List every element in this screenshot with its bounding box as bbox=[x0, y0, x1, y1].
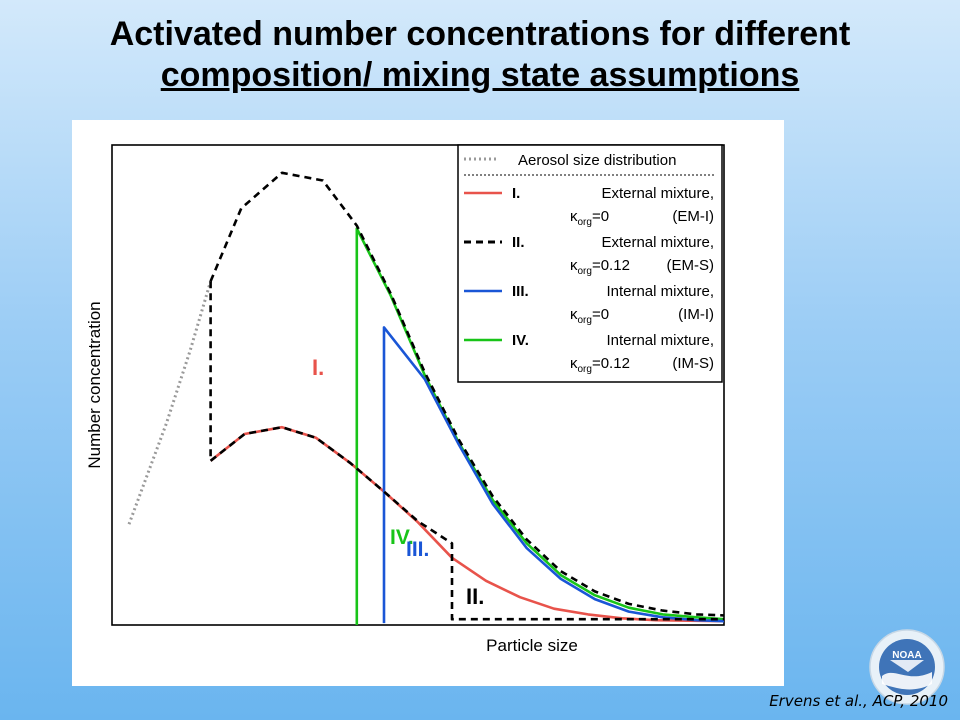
annotation-iii: III. bbox=[406, 538, 429, 561]
legend-line-1: External mixture, bbox=[601, 185, 714, 202]
legend-code: (IM-I) bbox=[678, 306, 714, 323]
noaa-logo: NOAA bbox=[869, 629, 945, 705]
annotation-i: I. bbox=[312, 355, 324, 380]
annotation-ii: II. bbox=[466, 584, 484, 609]
legend-number: I. bbox=[512, 185, 520, 202]
legend-line-1: Internal mixture, bbox=[606, 332, 714, 349]
legend-line-1: External mixture, bbox=[601, 234, 714, 251]
legend-code: (IM-S) bbox=[672, 355, 714, 372]
title-line-1: Activated number concentrations for diff… bbox=[109, 15, 851, 53]
legend-code: (EM-I) bbox=[672, 208, 714, 225]
legend-line-2: κorg=0 bbox=[570, 208, 609, 228]
series-layer bbox=[127, 171, 725, 625]
legend-header: Aerosol size distribution bbox=[518, 152, 676, 169]
annotation-layer: I. IV.III. II. bbox=[312, 355, 484, 609]
series-iv-internal-mixture-org-0-12-im-s bbox=[355, 227, 725, 625]
legend-entry-iv: IV. Internal mixture, κorg=0.12 (IM-S) bbox=[464, 332, 714, 375]
series-ii-external-mixture-org-0-12-em-s bbox=[209, 425, 724, 621]
legend-line-2: κorg=0.12 bbox=[570, 355, 630, 375]
legend-code: (EM-S) bbox=[667, 257, 715, 274]
x-axis-label: Particle size bbox=[486, 636, 578, 655]
legend-box bbox=[457, 144, 723, 383]
series-iii-internal-mixture-org-0-im-i bbox=[382, 326, 725, 624]
title-line-2: composition/ mixing state assumptions bbox=[160, 56, 800, 94]
legend: Aerosol size distribution I. External mixt… bbox=[457, 144, 723, 383]
legend-number: III. bbox=[512, 283, 529, 300]
figure-panel: Number concentration Particle size I. IV.… bbox=[72, 120, 784, 686]
y-axis-label: Number concentration bbox=[85, 301, 104, 468]
legend-line-1: Internal mixture, bbox=[606, 283, 714, 300]
legend-line-2: κorg=0 bbox=[570, 306, 609, 326]
series-aerosol-size-distribution bbox=[127, 280, 213, 525]
legend-entry-ii: II. External mixture, κorg=0.12 (EM-S) bbox=[464, 234, 714, 277]
activation-chart: Number concentration Particle size I. IV.… bbox=[85, 144, 725, 655]
slide-title: Activated number concentrations for diff… bbox=[0, 14, 960, 96]
citation: Ervens et al., ACP, 2010 bbox=[769, 692, 948, 710]
legend-entry-iii: III. Internal mixture, κorg=0 (IM-I) bbox=[464, 283, 714, 326]
legend-number: II. bbox=[512, 234, 525, 251]
noaa-logo-text: NOAA bbox=[892, 650, 921, 661]
legend-entry-i: I. External mixture, κorg=0 (EM-I) bbox=[464, 185, 714, 228]
annotation-iv: IV. bbox=[390, 526, 414, 549]
legend-number: IV. bbox=[512, 332, 529, 349]
plot-frame bbox=[111, 144, 725, 626]
legend-line-2: κorg=0.12 bbox=[570, 257, 630, 277]
